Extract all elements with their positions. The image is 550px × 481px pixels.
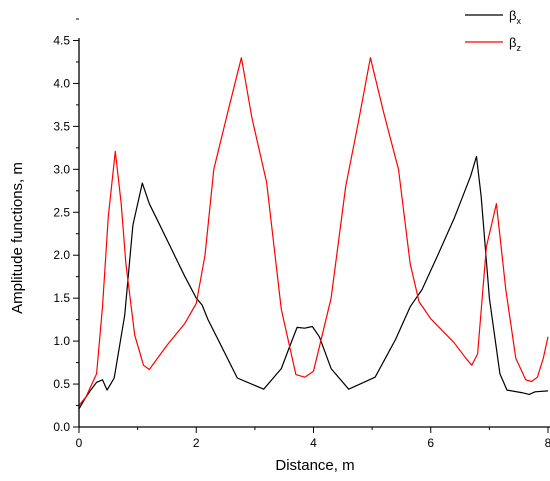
- y-tick-label: 2.5: [53, 205, 70, 219]
- y-axis-title: Amplitude functions, m: [9, 162, 26, 314]
- x-tick-label: 8: [545, 436, 550, 450]
- plot-area: [79, 57, 549, 410]
- x-tick-label: 0: [76, 436, 83, 450]
- legend-subscript: x: [516, 16, 521, 26]
- x-tick-label: 4: [310, 436, 317, 450]
- x-axis: 0 2 4 6 8: [76, 426, 550, 450]
- legend-label-beta-x: βx: [509, 8, 521, 26]
- y-tick-label: 1.5: [53, 291, 70, 305]
- series-line-beta-z: [79, 57, 549, 406]
- x-tick-label: 2: [193, 436, 200, 450]
- legend-subscript: z: [516, 43, 521, 53]
- x-axis-title: Distance, m: [275, 457, 354, 474]
- y-tick-label: 3.5: [53, 119, 70, 133]
- x-tick-label: 6: [427, 436, 434, 450]
- y-axis: 0.0 0.5 1.0 1.5 2.0 2.5 3.0 3.5 4.0 4.5: [53, 18, 80, 434]
- y-tick-label: 4.0: [53, 76, 70, 90]
- legend-label-beta-z: βz: [509, 35, 521, 53]
- y-tick-label: 4.5: [53, 33, 70, 47]
- y-tick-label: 1.0: [53, 334, 70, 348]
- y-tick-label: 0.5: [53, 377, 70, 391]
- series-line-beta-x: [79, 155, 549, 410]
- y-tick-label: 3.0: [53, 162, 70, 176]
- y-tick-label: 0.0: [53, 420, 70, 434]
- legend: βx βz: [465, 8, 521, 53]
- y-tick-label: 2.0: [53, 248, 70, 262]
